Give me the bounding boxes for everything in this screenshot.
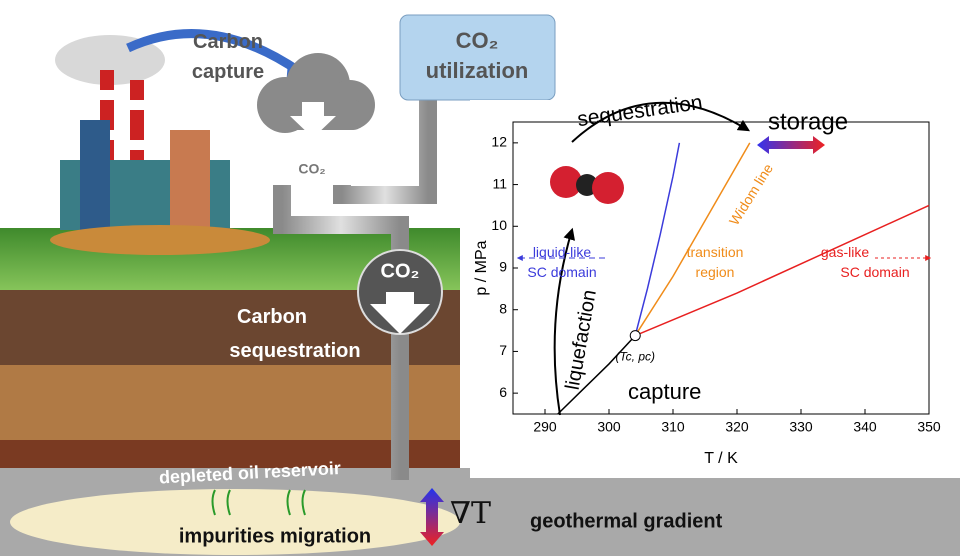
liquid-label: liquid-like SC domain <box>527 244 596 280</box>
y-tick-label: 8 <box>499 300 507 316</box>
circle-arrow <box>370 292 430 334</box>
y-tick-label: 7 <box>499 342 507 358</box>
liquefaction-arrow <box>553 227 575 416</box>
x-tick-label: 340 <box>853 419 877 435</box>
storage-arrow <box>757 136 825 154</box>
impurities-label: impurities migration <box>179 525 371 547</box>
y-axis-label: p / MPa <box>473 240 490 295</box>
factory <box>50 35 270 255</box>
x-tick-label: 300 <box>597 419 621 435</box>
carbon-capture: Carbon capture <box>192 31 264 83</box>
sequestration-arrow <box>571 101 751 143</box>
geothermal-label: geothermal gradient <box>530 510 723 532</box>
critical-point <box>629 330 641 342</box>
circle-co2: CO₂ <box>381 260 420 282</box>
gas-label: gas-like SC domain <box>821 244 910 280</box>
y-tick-label: 11 <box>492 175 507 191</box>
chart-panel <box>470 100 960 478</box>
nabla-t: ∇T <box>450 496 491 531</box>
y-tick-label: 9 <box>499 259 507 275</box>
storage-label: storage <box>768 108 848 135</box>
x-tick-label: 350 <box>917 419 941 435</box>
cloud-co2: CO₂ <box>298 161 325 177</box>
x-tick-label: 290 <box>533 419 557 435</box>
capture-label: capture <box>628 379 701 404</box>
capture-arrow <box>126 29 303 76</box>
x-axis-label: T / K <box>704 450 738 467</box>
migration-arrows <box>211 489 306 516</box>
series-line <box>634 142 681 336</box>
gradient-arrow <box>420 488 444 546</box>
series-line <box>634 204 930 337</box>
transition-label: transition region <box>687 244 744 280</box>
reservoir <box>10 489 460 555</box>
clay <box>0 440 460 468</box>
carbon-sequestration: Carbon sequestration <box>229 306 360 362</box>
utilization: CO₂ utilization <box>426 28 529 83</box>
pipes <box>273 100 437 480</box>
co2-molecule <box>550 166 624 204</box>
y-tick-label: 10 <box>491 217 507 233</box>
critical-label: (Tc, pc) <box>615 350 655 364</box>
series-line <box>634 142 751 336</box>
x-tick-label: 320 <box>725 419 749 435</box>
y-tick-label: 6 <box>499 384 507 400</box>
x-tick-label: 310 <box>661 419 685 435</box>
cloud-arrow <box>290 102 336 138</box>
sand <box>0 365 460 440</box>
phase-diagram: 290 300 310 320 330 340 350 6 7 8 9 10 11 12 T / K p / … <box>473 121 941 467</box>
series-line <box>557 335 636 415</box>
x-tick-label: 330 <box>789 419 813 435</box>
y-tick-label: 12 <box>491 134 507 150</box>
